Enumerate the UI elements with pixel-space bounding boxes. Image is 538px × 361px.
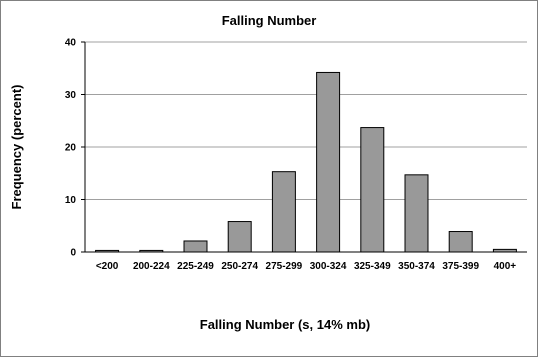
x-tick-label: 375-399 xyxy=(442,261,479,272)
y-tick-label: 40 xyxy=(65,38,77,49)
bar-2 xyxy=(184,241,207,252)
x-tick-label: <200 xyxy=(96,261,119,272)
x-axis-label: Falling Number (s, 14% mb) xyxy=(200,317,370,332)
x-tick-label: 250-274 xyxy=(221,261,258,272)
x-tick-label: 275-299 xyxy=(266,261,303,272)
x-tick-label: 350-374 xyxy=(398,261,435,272)
y-tick-label: 30 xyxy=(65,90,77,101)
gridlines xyxy=(85,42,527,200)
bar-4 xyxy=(272,172,295,252)
bar-3 xyxy=(228,222,251,252)
x-tick-label: 400+ xyxy=(494,261,517,272)
x-tick-label: 325-349 xyxy=(354,261,391,272)
y-tick-label: 20 xyxy=(65,143,77,154)
bar-8 xyxy=(449,232,472,252)
y-axis-label: Frequency (percent) xyxy=(9,85,24,210)
x-tick-label: 225-249 xyxy=(177,261,214,272)
x-tick-label: 300-324 xyxy=(310,261,347,272)
bars xyxy=(96,72,517,252)
bar-7 xyxy=(405,175,428,252)
bar-6 xyxy=(361,128,384,252)
bar-chart: Falling Number Frequency (percent) Falli… xyxy=(1,1,537,356)
y-tick-label: 0 xyxy=(70,248,76,259)
x-tick-label: 200-224 xyxy=(133,261,170,272)
bar-5 xyxy=(317,72,340,252)
y-tick-label: 10 xyxy=(65,195,77,206)
chart-title: Falling Number xyxy=(222,13,317,28)
